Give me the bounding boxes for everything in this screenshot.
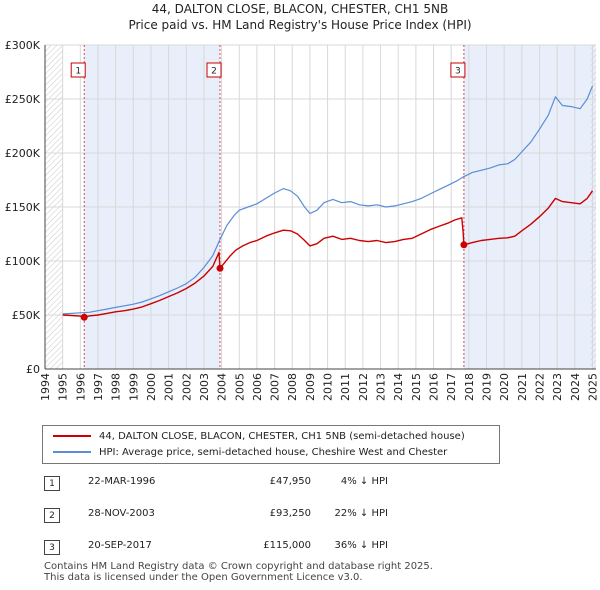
x-tick-label: 2011 [339,373,352,401]
x-tick-label: 2016 [428,373,441,401]
sale-row: 2 28-NOV-2003 £93,250 22% ↓ HPI [44,505,464,525]
y-tick-label: £200K [5,147,41,160]
x-tick-label: 2014 [392,373,405,401]
x-tick-label: 2007 [269,373,282,401]
sale-price: £115,000 [263,540,311,551]
x-tick-label: 2003 [198,373,211,401]
sale-label-box [450,62,466,78]
x-tick-label: 2002 [180,373,193,401]
x-tick-label: 2025 [586,373,599,401]
sale-date: 22-MAR-1996 [88,476,156,487]
sale-row: 3 20-SEP-2017 £115,000 36% ↓ HPI [44,537,464,557]
sale-row: 1 22-MAR-1996 £47,950 4% ↓ HPI [44,473,464,493]
chart-legend: 44, DALTON CLOSE, BLACON, CHESTER, CH1 5… [42,425,500,464]
sale-label-box [206,62,222,78]
sale-point [216,264,224,272]
hpi-line [62,85,594,315]
x-tick-label: 2023 [551,373,564,401]
x-tick-label: 2020 [498,373,511,401]
sale-number: 1 [44,476,60,491]
y-tick-label: £150K [5,201,41,214]
chart-subtitle: Price paid vs. HM Land Registry's House … [128,18,472,32]
sale-hpi-diff: 4% ↓ HPI [340,476,388,487]
legend-label-hpi: HPI: Average price, semi-detached house,… [99,446,448,458]
price-chart: 1 2 3 £0 £50K £100K £150K £200K £250K £300K 1994 1… [5,39,600,401]
x-tick-label: 2006 [251,373,264,401]
x-tick-label: 1998 [110,373,123,401]
sale-point [460,241,468,249]
sale-label-number: 2 [211,67,217,77]
footer-line: Contains HM Land Registry data © Crown c… [44,561,433,572]
x-tick-label: 1997 [92,373,105,401]
x-tick-label: 2010 [322,373,335,401]
y-tick-label: £250K [5,93,41,106]
y-tick-label: £100K [5,255,41,268]
x-tick-label: 1994 [39,373,52,401]
x-tick-label: 2024 [569,373,582,401]
sale-point [80,313,88,321]
sale-label-number: 3 [455,67,461,77]
x-tick-label: 2000 [145,373,158,401]
sale-label-number: 1 [75,67,81,77]
x-tick-label: 2009 [304,373,317,401]
x-tick-label: 2018 [463,373,476,401]
legend-item-hpi: HPI: Average price, semi-detached house,… [53,445,447,459]
x-tick-label: 2008 [286,373,299,401]
y-tick-label: £0 [26,363,40,376]
sale-price: £47,950 [269,476,311,487]
legend-swatch-property [53,435,91,437]
footer-line: This data is licensed under the Open Gov… [44,572,363,583]
sale-number: 2 [44,508,60,523]
x-tick-label: 1999 [127,373,140,401]
sale-label-box [70,62,86,78]
sale-price: £93,250 [269,508,311,519]
footer-note: Contains HM Land Registry data © Crown c… [44,561,433,583]
sale-number: 3 [44,540,60,555]
legend-swatch-hpi [53,451,91,453]
x-tick-label: 2004 [216,373,229,401]
x-tick-label: 2019 [481,373,494,401]
x-tick-label: 2015 [410,373,423,401]
x-tick-label: 2013 [375,373,388,401]
legend-item-property: 44, DALTON CLOSE, BLACON, CHESTER, CH1 5… [53,429,465,443]
x-tick-label: 2022 [533,373,546,401]
chart-title: 44, DALTON CLOSE, BLACON, CHESTER, CH1 5… [151,2,449,16]
x-tick-label: 2017 [445,373,458,401]
x-tick-label: 1996 [74,373,87,401]
y-tick-label: £300K [5,39,41,52]
x-tick-label: 2005 [233,373,246,401]
sale-hpi-diff: 36% ↓ HPI [334,540,388,551]
property-price-line [62,190,594,318]
x-tick-label: 1995 [57,373,70,401]
sale-date: 28-NOV-2003 [88,508,155,519]
x-tick-label: 2021 [516,373,529,401]
x-tick-label: 2012 [357,373,370,401]
sale-hpi-diff: 22% ↓ HPI [334,508,388,519]
sale-date: 20-SEP-2017 [88,540,152,551]
y-tick-label: £50K [12,309,41,322]
legend-label-property: 44, DALTON CLOSE, BLACON, CHESTER, CH1 5… [99,430,465,442]
x-tick-label: 2001 [163,373,176,401]
